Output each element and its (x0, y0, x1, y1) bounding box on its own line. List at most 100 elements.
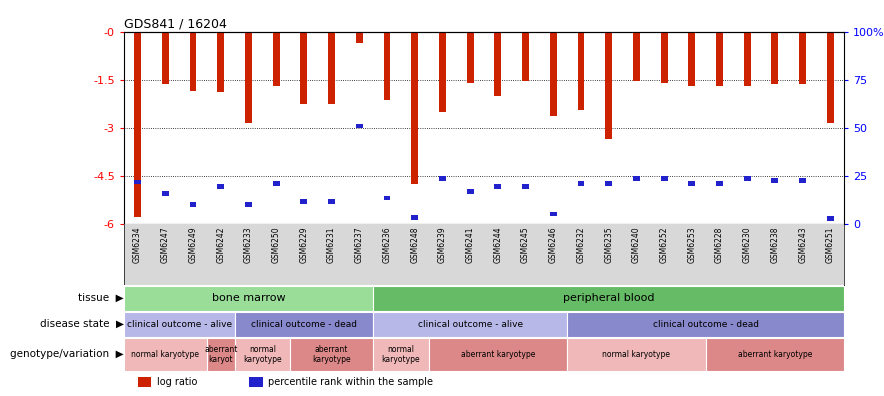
Bar (743, 32, 751, 86)
Text: GSM6237: GSM6237 (354, 227, 364, 263)
Bar (162, 191, 169, 196)
Text: peripheral blood: peripheral blood (563, 293, 654, 303)
Bar (633, 176, 640, 181)
Text: GSM6253: GSM6253 (688, 227, 697, 263)
Text: GSM6239: GSM6239 (438, 227, 447, 263)
Bar (373, 286, 844, 311)
Bar (467, 32, 474, 83)
Bar (467, 189, 474, 194)
Text: GSM6231: GSM6231 (327, 227, 336, 263)
Bar (689, 181, 696, 186)
Bar (124, 338, 207, 371)
Text: normal
karyotype: normal karyotype (243, 345, 282, 364)
Bar (384, 32, 391, 101)
Bar (660, 32, 667, 83)
Bar (494, 32, 501, 95)
Bar (245, 202, 252, 207)
Bar (328, 199, 335, 204)
Text: GSM6238: GSM6238 (771, 227, 780, 263)
Text: normal
karyotype: normal karyotype (382, 345, 420, 364)
Text: GSM6229: GSM6229 (300, 227, 309, 263)
Bar (217, 32, 225, 92)
Text: GSM6249: GSM6249 (188, 227, 197, 263)
Text: aberrant
karyotype: aberrant karyotype (312, 345, 351, 364)
Bar (439, 176, 446, 181)
Text: aberrant karyotype: aberrant karyotype (738, 350, 812, 359)
Bar (207, 338, 234, 371)
Bar (373, 338, 429, 371)
Text: GSM6232: GSM6232 (576, 227, 585, 263)
Text: normal karyotype: normal karyotype (132, 350, 199, 359)
Bar (568, 338, 705, 371)
Text: GSM6230: GSM6230 (743, 227, 751, 263)
Text: disease state  ▶: disease state ▶ (40, 319, 124, 329)
Bar (660, 176, 667, 181)
Text: GDS841 / 16204: GDS841 / 16204 (124, 17, 226, 30)
Bar (827, 32, 834, 123)
Bar (245, 32, 252, 123)
Bar (716, 32, 723, 86)
Bar (134, 179, 141, 185)
Text: GSM6243: GSM6243 (798, 227, 807, 263)
Text: tissue  ▶: tissue ▶ (78, 293, 124, 303)
Bar (689, 32, 696, 86)
Bar (290, 338, 373, 371)
Bar (301, 32, 308, 104)
Text: GSM6244: GSM6244 (493, 227, 502, 263)
Bar (301, 199, 308, 204)
Bar (550, 211, 557, 216)
Text: GSM6251: GSM6251 (826, 227, 834, 263)
Text: GSM6235: GSM6235 (604, 227, 613, 263)
Bar (411, 32, 418, 183)
Text: GSM6248: GSM6248 (410, 227, 419, 263)
Text: GSM6247: GSM6247 (161, 227, 170, 263)
Bar (189, 32, 196, 91)
Bar (272, 181, 279, 186)
Text: percentile rank within the sample: percentile rank within the sample (269, 377, 433, 387)
Bar (743, 176, 751, 181)
Text: GSM6236: GSM6236 (383, 227, 392, 263)
Bar (799, 32, 806, 84)
Bar (633, 32, 640, 81)
Bar (217, 185, 225, 189)
Bar (234, 312, 373, 337)
Bar (577, 32, 584, 110)
Text: clinical outcome - dead: clinical outcome - dead (652, 320, 758, 329)
Bar (189, 202, 196, 207)
Bar (772, 178, 779, 183)
Text: GSM6242: GSM6242 (217, 227, 225, 263)
Bar (272, 32, 279, 86)
Bar (328, 32, 335, 104)
Bar (384, 196, 391, 200)
Text: GSM6241: GSM6241 (466, 227, 475, 263)
Bar (124, 286, 373, 311)
Text: bone marrow: bone marrow (211, 293, 286, 303)
Bar (606, 181, 612, 186)
Text: GSM6234: GSM6234 (133, 227, 142, 263)
Bar (249, 377, 263, 387)
Bar (356, 32, 362, 43)
Text: GSM6233: GSM6233 (244, 227, 253, 263)
Text: GSM6245: GSM6245 (521, 227, 530, 263)
Text: clinical outcome - alive: clinical outcome - alive (126, 320, 232, 329)
Bar (138, 377, 151, 387)
Bar (827, 216, 834, 221)
Bar (234, 338, 290, 371)
Bar (568, 312, 844, 337)
Text: log ratio: log ratio (157, 377, 197, 387)
Text: aberrant karyotype: aberrant karyotype (461, 350, 535, 359)
Bar (411, 215, 418, 219)
Text: normal karyotype: normal karyotype (602, 350, 670, 359)
Bar (577, 181, 584, 186)
Bar (429, 338, 568, 371)
Bar (522, 185, 529, 189)
Bar (439, 32, 446, 112)
Bar (550, 32, 557, 116)
Bar (162, 32, 169, 84)
Bar (716, 181, 723, 186)
Bar (799, 178, 806, 183)
Bar (134, 32, 141, 217)
Text: clinical outcome - alive: clinical outcome - alive (417, 320, 522, 329)
Bar (356, 124, 362, 128)
Bar (124, 312, 234, 337)
